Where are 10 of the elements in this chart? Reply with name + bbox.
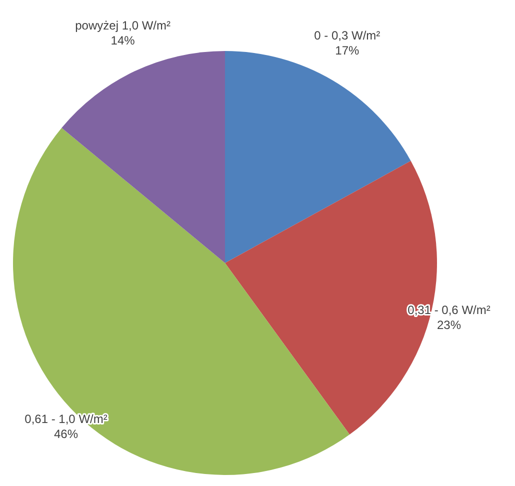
- pie-slice: [13, 128, 350, 475]
- slice-label: powyżej 1,0 W/m²: [75, 18, 170, 32]
- data-label: 23%: [436, 318, 462, 332]
- data-label: 46%: [54, 427, 78, 442]
- pie-slice: [62, 51, 225, 263]
- slice-label: 0 - 0,3 W/m²: [314, 28, 380, 43]
- pie-slice: [225, 160, 437, 435]
- data-label: 17%: [335, 44, 360, 58]
- data-label: 14%: [110, 33, 136, 48]
- slice-label: 0,31 - 0,6 W/m²: [408, 303, 490, 318]
